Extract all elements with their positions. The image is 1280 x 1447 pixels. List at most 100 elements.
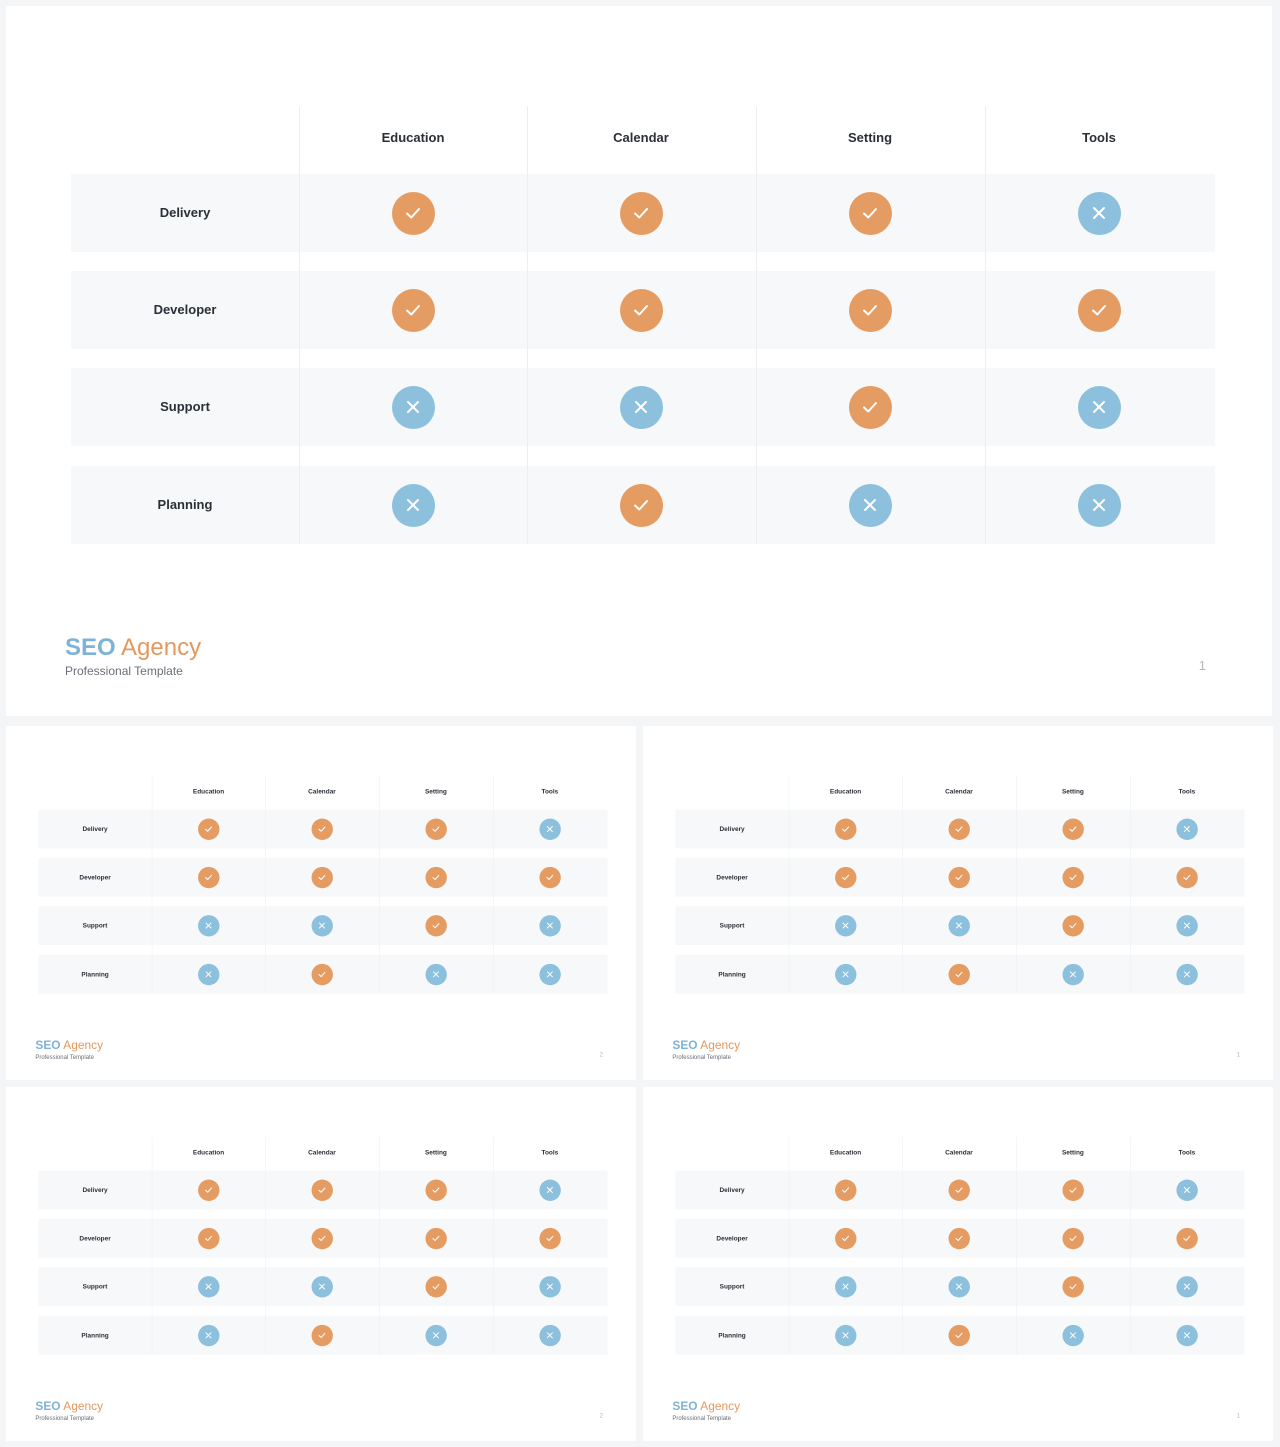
brand-agency-text: Agency xyxy=(700,1038,741,1052)
feature-table: Education Calendar Setting Tools Delivery Dev… xyxy=(38,1136,608,1355)
cross-icon xyxy=(834,914,857,937)
cross-icon xyxy=(848,483,892,527)
check-icon xyxy=(311,1324,333,1347)
check-icon xyxy=(425,1227,447,1249)
row-label: Delivery xyxy=(719,825,745,833)
row-label: Delivery xyxy=(719,1186,745,1194)
brand-seo-text: SEO xyxy=(65,634,116,661)
column-header: Tools xyxy=(1178,1148,1196,1157)
check-icon xyxy=(948,866,970,888)
page-number: 1 xyxy=(1198,658,1206,673)
cross-icon xyxy=(425,1324,447,1347)
cross-icon xyxy=(391,483,435,527)
check-icon xyxy=(539,866,561,888)
row-label: Support xyxy=(82,1282,108,1291)
cross-icon xyxy=(619,385,663,429)
cross-icon xyxy=(1077,191,1121,235)
cross-icon xyxy=(834,1275,857,1298)
cross-icon xyxy=(539,1324,561,1347)
brand-seo-text: SEO xyxy=(35,1038,61,1052)
cross-icon xyxy=(311,1275,333,1298)
row-label: Delivery xyxy=(82,825,108,833)
check-icon xyxy=(311,1227,333,1249)
row-label: Support xyxy=(82,921,108,930)
column-header: Education xyxy=(829,1148,862,1157)
column-header: Setting xyxy=(424,787,447,796)
brand-seo-text: SEO xyxy=(35,1399,61,1413)
check-icon xyxy=(311,818,333,840)
cross-icon xyxy=(425,963,447,986)
check-icon xyxy=(619,483,663,527)
check-icon xyxy=(848,385,892,429)
column-header: Education xyxy=(381,130,445,145)
row-label: Planning xyxy=(81,1331,109,1339)
check-icon xyxy=(619,288,663,332)
slide-thumbnail[interactable]: Education Calendar Setting Tools Delivery Dev… xyxy=(643,1087,1273,1441)
check-icon xyxy=(391,191,435,235)
brand-logo: SEO Agency xyxy=(35,1038,103,1052)
slide-thumbnail[interactable]: Education Calendar Setting Tools Delivery Dev… xyxy=(643,726,1273,1080)
check-icon xyxy=(948,1324,970,1347)
cross-icon xyxy=(539,963,561,986)
check-icon xyxy=(834,866,857,888)
check-icon xyxy=(948,1179,970,1201)
feature-table: Education Calendar Setting Tools Delivery Dev… xyxy=(71,106,1215,544)
brand-tagline: Professional Template xyxy=(672,1053,731,1061)
row-label: Planning xyxy=(81,970,109,978)
page-number: 1 xyxy=(1236,1411,1241,1419)
column-header: Education xyxy=(829,787,862,796)
cross-icon xyxy=(834,963,857,986)
column-header: Tools xyxy=(541,1148,559,1157)
brand-logo: SEO Agency xyxy=(35,1399,103,1413)
row-label: Support xyxy=(719,921,745,930)
brand-seo-text: SEO xyxy=(672,1038,698,1052)
brand-tagline: Professional Template xyxy=(672,1414,731,1422)
row-label: Planning xyxy=(718,970,746,978)
cross-icon xyxy=(1176,1275,1198,1298)
column-header: Education xyxy=(192,1148,225,1157)
cross-icon xyxy=(311,914,333,937)
cross-icon xyxy=(1062,963,1084,986)
row-label: Planning xyxy=(157,497,213,512)
cross-icon xyxy=(1176,914,1198,937)
row-label: Planning xyxy=(718,1331,746,1339)
cross-icon xyxy=(948,914,970,937)
check-icon xyxy=(834,818,857,840)
check-icon xyxy=(391,288,435,332)
slide-thumbnail[interactable]: Education Calendar Setting Tools Delivery Dev… xyxy=(6,1087,636,1441)
brand-tagline: Professional Template xyxy=(35,1053,94,1061)
cross-icon xyxy=(1176,1179,1198,1201)
check-icon xyxy=(311,1179,333,1201)
slide-thumbnail[interactable]: Education Calendar Setting Tools Delivery Dev… xyxy=(6,726,636,1080)
feature-table: Education Calendar Setting Tools Delivery Dev… xyxy=(38,775,608,994)
row-label: Developer xyxy=(716,1234,748,1242)
column-header: Setting xyxy=(847,130,893,145)
check-icon xyxy=(1062,866,1084,888)
cross-icon xyxy=(539,914,561,937)
check-icon xyxy=(834,1227,857,1249)
cross-icon xyxy=(197,914,220,937)
cross-icon xyxy=(834,1324,857,1347)
check-icon xyxy=(848,288,892,332)
check-icon xyxy=(539,1227,561,1249)
check-icon xyxy=(1062,1275,1084,1298)
feature-table: Education Calendar Setting Tools Delivery Dev… xyxy=(675,775,1245,994)
column-header: Calendar xyxy=(308,1148,336,1157)
column-divider xyxy=(527,106,528,544)
page-number: 2 xyxy=(599,1411,604,1419)
column-header: Tools xyxy=(541,787,559,796)
check-icon xyxy=(1062,1179,1084,1201)
check-icon xyxy=(834,1179,857,1201)
check-icon xyxy=(425,866,447,888)
check-icon xyxy=(425,1179,447,1201)
column-header: Tools xyxy=(1082,130,1116,145)
page-number: 1 xyxy=(1236,1050,1241,1058)
column-header: Setting xyxy=(424,1148,447,1157)
brand-agency-text: Agency xyxy=(63,1399,104,1413)
check-icon xyxy=(1176,1227,1198,1249)
check-icon xyxy=(619,191,663,235)
main-slide: Education Calendar Setting Tools Delivery Dev… xyxy=(6,6,1272,716)
check-icon xyxy=(197,866,220,888)
row-label: Developer xyxy=(79,1234,111,1242)
check-icon xyxy=(1176,866,1198,888)
